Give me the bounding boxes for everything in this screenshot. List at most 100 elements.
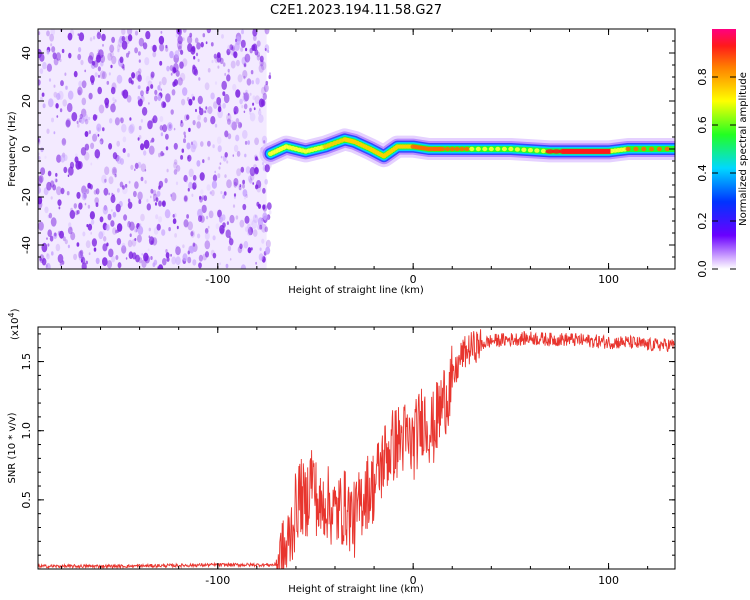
colorbar-gradient <box>712 29 736 269</box>
noise-blob <box>163 153 165 156</box>
noise-blob <box>161 88 163 91</box>
noise-blob <box>172 67 176 74</box>
noise-blob <box>157 85 160 91</box>
noise-blob <box>63 167 67 173</box>
noise-blob <box>262 136 267 145</box>
noise-blob <box>208 106 213 114</box>
noise-blob <box>68 222 71 227</box>
noise-blob <box>134 169 136 172</box>
noise-blob <box>143 150 146 155</box>
noise-blob <box>152 51 156 57</box>
noise-blob <box>253 229 258 237</box>
signal-hotspot <box>476 147 481 151</box>
noise-blob <box>262 162 264 165</box>
noise-blob <box>94 190 97 195</box>
noise-blob <box>84 70 86 73</box>
noise-blob <box>222 195 225 199</box>
noise-blob <box>253 35 257 41</box>
noise-blob <box>50 43 52 46</box>
noise-blob <box>49 78 51 82</box>
y-tick-label: 20 <box>20 94 33 108</box>
noise-blob <box>73 254 77 260</box>
noise-blob <box>145 31 150 39</box>
noise-blob <box>82 232 85 237</box>
noise-blob <box>98 66 101 71</box>
noise-blob <box>198 77 200 81</box>
noise-blob <box>104 166 109 175</box>
noise-blob <box>115 255 118 260</box>
noise-blob <box>172 89 176 95</box>
noise-blob <box>117 156 122 164</box>
noise-blob <box>111 37 115 43</box>
noise-blob <box>245 141 247 145</box>
noise-blob <box>173 218 177 224</box>
noise-blob <box>139 223 141 226</box>
signal-hotspot <box>495 147 500 151</box>
signal-peak-band <box>562 149 611 154</box>
noise-blob <box>100 216 104 222</box>
snr-x-label: Height of straight line (km) <box>288 584 424 595</box>
noise-blob <box>212 144 214 148</box>
noise-blob <box>226 74 230 81</box>
noise-blob <box>93 114 97 121</box>
noise-blob <box>258 114 263 123</box>
noise-blob <box>95 149 101 158</box>
noise-blob <box>110 104 116 113</box>
noise-blob <box>216 97 221 105</box>
noise-blob <box>196 160 200 167</box>
noise-blob <box>199 255 203 262</box>
noise-blob <box>135 31 138 36</box>
noise-blob <box>210 116 215 124</box>
noise-blob <box>158 185 161 189</box>
noise-blob <box>221 34 224 39</box>
noise-blob <box>102 71 107 79</box>
noise-blob <box>246 166 251 173</box>
noise-blob <box>111 192 113 195</box>
noise-blob <box>192 65 195 70</box>
noise-blob <box>149 228 151 232</box>
noise-blob <box>113 194 115 197</box>
noise-blob <box>157 224 161 231</box>
noise-blob <box>138 137 140 140</box>
noise-blob <box>245 216 250 224</box>
noise-blob <box>183 132 185 136</box>
noise-blob <box>244 111 246 114</box>
noise-blob <box>111 209 113 212</box>
noise-blob <box>62 138 66 145</box>
noise-blob <box>56 52 61 60</box>
noise-blob <box>86 240 91 248</box>
noise-blob <box>93 36 95 40</box>
noise-blob <box>129 124 135 133</box>
noise-blob <box>222 103 226 109</box>
noise-blob <box>126 257 128 260</box>
noise-blob <box>39 254 44 263</box>
noise-blob <box>141 177 144 181</box>
noise-blob <box>254 107 256 110</box>
noise-blob <box>208 226 210 229</box>
noise-blob <box>260 248 262 251</box>
noise-blob <box>224 94 230 103</box>
noise-blob <box>98 49 104 58</box>
noise-blob <box>247 78 252 85</box>
noise-blob <box>128 240 133 247</box>
noise-blob <box>40 68 44 74</box>
noise-blob <box>193 120 196 125</box>
signal-hotspot <box>469 147 474 151</box>
noise-blob <box>236 168 241 176</box>
noise-blob <box>91 80 94 85</box>
noise-blob <box>51 196 53 199</box>
noise-blob <box>128 199 130 203</box>
noise-blob <box>123 148 126 153</box>
noise-blob <box>115 117 120 125</box>
colorbar-label: Normalized spectral amplitude <box>738 72 749 226</box>
noise-blob <box>205 82 210 90</box>
noise-blob <box>70 208 73 212</box>
noise-blob <box>78 81 82 87</box>
noise-blob <box>85 203 87 206</box>
noise-blob <box>138 96 141 100</box>
noise-blob <box>162 124 167 132</box>
noise-blob <box>234 182 238 188</box>
noise-blob <box>37 79 41 85</box>
noise-blob <box>160 116 164 122</box>
noise-blob <box>165 178 168 183</box>
